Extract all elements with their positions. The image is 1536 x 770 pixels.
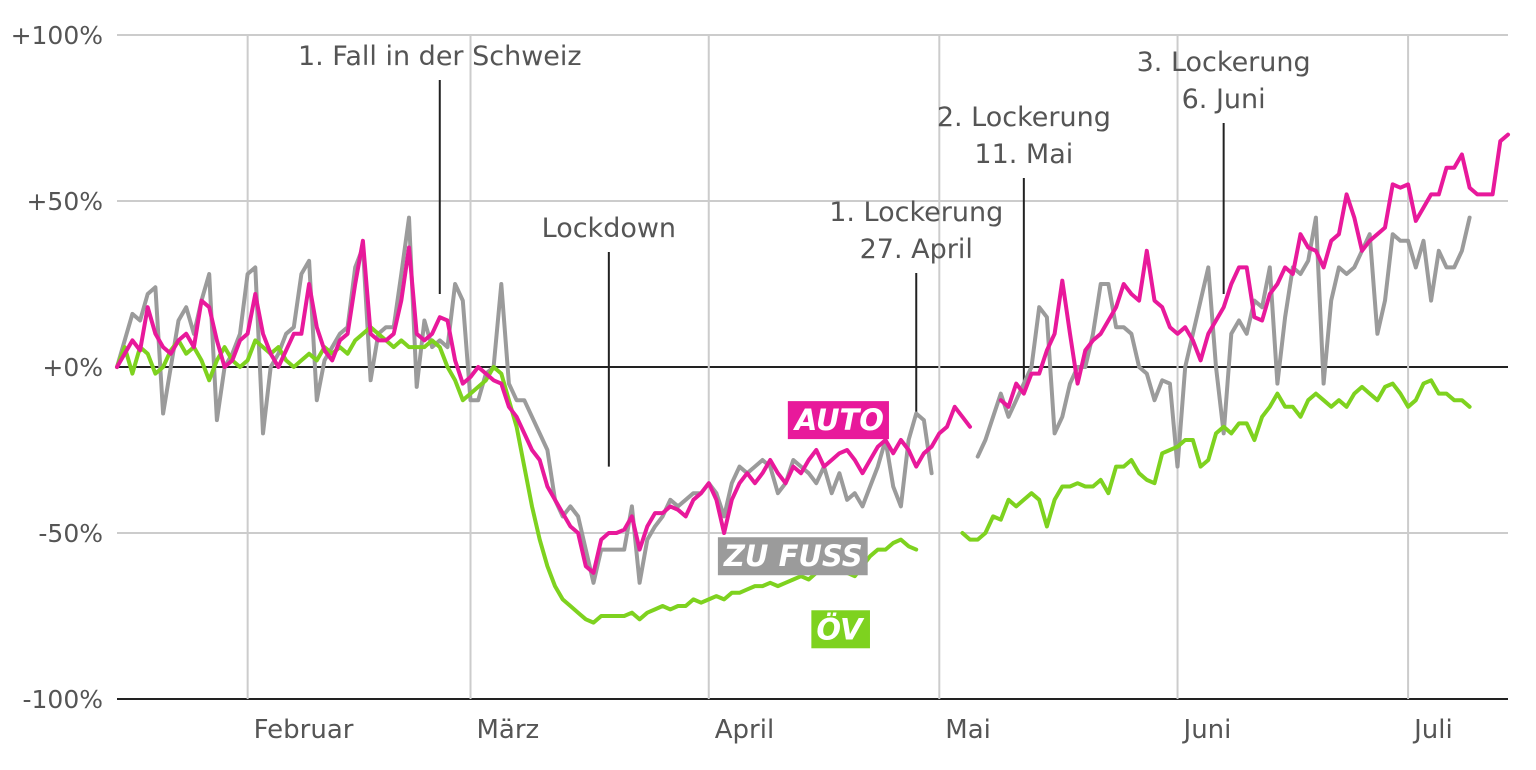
annotation-text: Lockdown [542,213,676,244]
annotation-leader-lines [438,80,1225,467]
annotation-text: 2. Lockerung [937,102,1111,133]
annotation-text: 1. Lockerung [829,197,1003,228]
y-tick-label: -50% [38,519,103,548]
series-label: ÖV [811,610,870,649]
annotation-text: 27. April [860,234,973,265]
series-label-text: ÖV [816,612,865,646]
series-labels: AUTO ZU FUSS ÖV [717,401,889,649]
series-label-box [717,537,868,576]
series-label: ZU FUSS [717,537,868,576]
series-label-box [811,610,870,649]
x-tick-label: Mai [945,715,991,745]
y-axis-ticks: +100% +50% +0% -50% -100% [11,21,103,714]
x-tick-label: Juni [1182,715,1232,745]
series-layer [115,132,1510,625]
annotation-text: 3. Lockerung [1137,47,1311,78]
x-tick-label: März [477,715,540,745]
annotation-text: 1. Fall in der Schweiz [298,41,582,72]
y-tick-label: +50% [26,187,103,216]
x-tick-label: April [715,715,774,745]
x-tick-label: Juli [1412,715,1453,745]
series-line-auto [115,238,972,575]
series-line-oev [960,378,1472,542]
series-label-text: ZU FUSS [723,539,863,573]
x-axis-ticks: Februar März April Mai Juni Juli [254,715,1453,745]
x-tick-label: Februar [254,715,354,745]
grid-layer [117,34,1508,700]
series-line-oev [115,325,919,625]
y-tick-label: -100% [23,685,104,714]
series-line-zu-fuss [975,215,1472,469]
y-tick-label: +100% [11,21,103,50]
annotation-text: 11. Mai [974,139,1073,170]
annotation-labels: 1. Fall in der Schweiz Lockdown 1. Lockeru… [298,41,1311,265]
series-line-zu-fuss [115,215,934,585]
annotation-text: 6. Juni [1182,84,1266,115]
series-label-text: AUTO [793,403,884,437]
series-label: AUTO [787,401,889,440]
series-line-auto [998,132,1510,409]
y-tick-label: +0% [42,353,103,382]
series-label-box [787,401,889,440]
